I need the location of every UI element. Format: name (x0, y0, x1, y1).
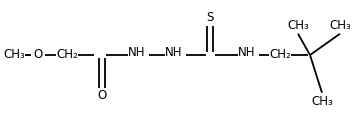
Text: NH: NH (238, 46, 256, 59)
Text: O: O (97, 89, 107, 102)
Text: CH₃: CH₃ (3, 48, 25, 62)
Text: CH₃: CH₃ (329, 19, 351, 32)
Text: NH: NH (165, 46, 183, 59)
Text: O: O (33, 48, 42, 62)
Text: CH₂: CH₂ (56, 48, 78, 62)
Text: CH₃: CH₃ (287, 19, 309, 32)
Text: NH: NH (128, 46, 146, 59)
Text: CH₂: CH₂ (269, 48, 291, 62)
Text: S: S (206, 11, 214, 24)
Text: CH₃: CH₃ (311, 95, 333, 108)
Text: —O: —O (4, 48, 24, 62)
